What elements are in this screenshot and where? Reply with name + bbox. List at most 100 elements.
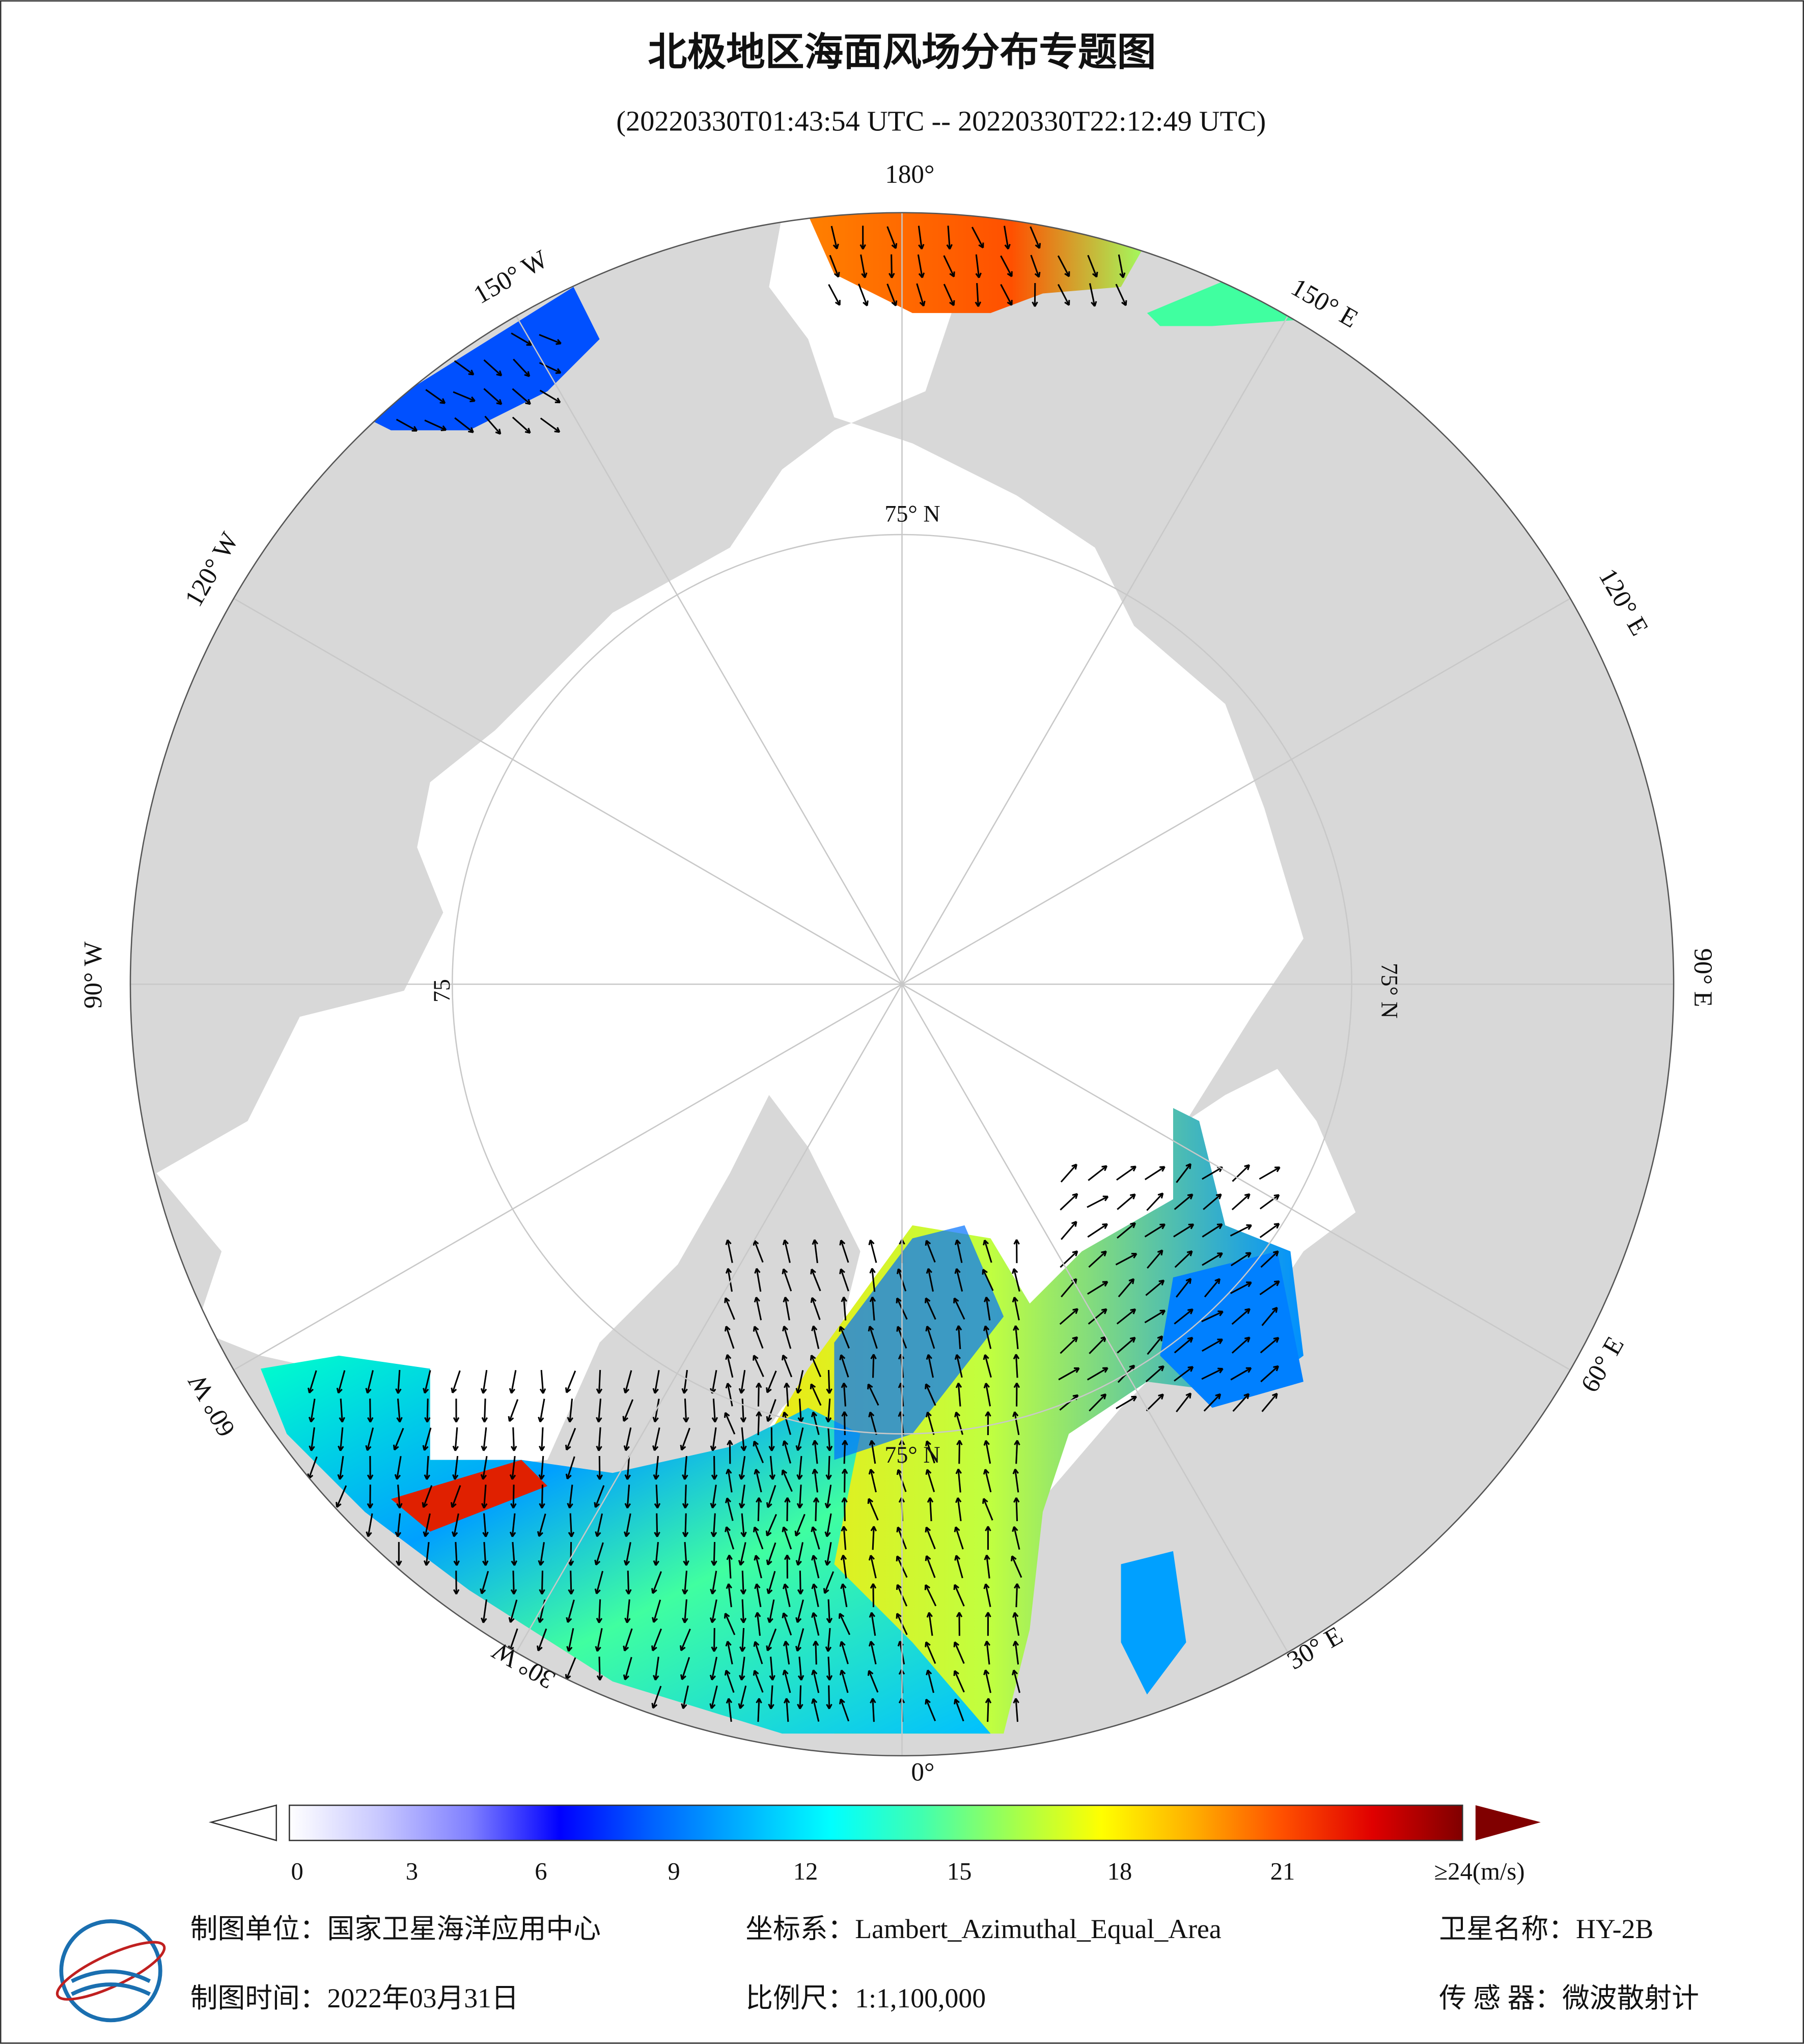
wind-arrow bbox=[1118, 1278, 1135, 1298]
wind-arrow bbox=[724, 1326, 735, 1349]
wind-arrow bbox=[955, 1497, 962, 1521]
wind-arrow bbox=[1232, 1164, 1251, 1182]
wind-arrow bbox=[971, 227, 984, 249]
wind-arrow bbox=[480, 1456, 488, 1480]
wind-arrow bbox=[1011, 1555, 1022, 1578]
wind-arrow bbox=[782, 1411, 791, 1435]
wind-arrow bbox=[452, 1427, 459, 1451]
wind-arrow bbox=[1231, 1308, 1251, 1325]
wind-arrow bbox=[1088, 1165, 1108, 1181]
wind-arrow bbox=[754, 1555, 762, 1579]
wind-arrow bbox=[925, 1526, 936, 1550]
wind-arrow bbox=[595, 1513, 603, 1537]
wind-arrow bbox=[1174, 1308, 1194, 1325]
wind-arrow bbox=[1231, 1336, 1251, 1354]
wind-arrow bbox=[859, 226, 866, 250]
wind-arrow bbox=[710, 1427, 717, 1451]
wind-arrow bbox=[1088, 1308, 1107, 1325]
wind-arrow bbox=[623, 1542, 631, 1566]
wind-arrow bbox=[927, 1497, 934, 1522]
wind-arrow bbox=[782, 1325, 792, 1349]
wind-arrow bbox=[539, 1485, 545, 1509]
wind-arrow bbox=[682, 1513, 689, 1537]
wind-arrow bbox=[868, 1239, 877, 1263]
wind-arrow bbox=[309, 1427, 315, 1451]
wind-arrow bbox=[365, 1427, 374, 1451]
wind-arrow bbox=[539, 1369, 546, 1394]
wind-arrow bbox=[784, 1554, 791, 1579]
wind-arrow bbox=[841, 1296, 847, 1321]
wind-arrow bbox=[842, 1440, 848, 1464]
wind-arrow bbox=[1147, 1335, 1163, 1355]
wind-arrow bbox=[796, 1485, 803, 1509]
wind-arrow bbox=[624, 1599, 631, 1623]
wind-arrow bbox=[886, 284, 898, 306]
wind-arrow bbox=[870, 1526, 877, 1550]
colorbar-tick-label: 0 bbox=[291, 1858, 303, 1885]
wind-arrow bbox=[740, 1513, 747, 1537]
wind-arrow bbox=[756, 1698, 762, 1722]
wind-arrow bbox=[867, 1498, 879, 1521]
wind-arrow bbox=[724, 1412, 736, 1435]
wind-arrow bbox=[681, 1369, 688, 1394]
wind-arrow bbox=[594, 1571, 604, 1594]
wind-arrow bbox=[982, 1269, 994, 1291]
wind-arrow bbox=[925, 1440, 935, 1464]
wind-arrow bbox=[453, 1571, 460, 1595]
wind-arrow bbox=[623, 1657, 632, 1681]
wind-arrow bbox=[826, 1369, 832, 1394]
wind-arrow bbox=[654, 1513, 660, 1537]
wind-arrow bbox=[839, 1669, 849, 1693]
wind-arrow bbox=[652, 1600, 661, 1623]
wind-arrow bbox=[709, 1657, 717, 1681]
title: 北极地区海面风场分布专题图 bbox=[648, 30, 1156, 75]
wind-arrow bbox=[766, 1485, 776, 1508]
wind-arrow bbox=[596, 1599, 603, 1623]
wind-arrow bbox=[953, 1641, 965, 1664]
wind-arrow bbox=[925, 1555, 936, 1578]
wind-arrow bbox=[682, 1485, 689, 1509]
wind-arrow bbox=[481, 1599, 487, 1623]
wind-arrow bbox=[596, 1455, 603, 1480]
wind-arrow bbox=[1176, 1163, 1191, 1183]
wind-arrow bbox=[1087, 1281, 1108, 1295]
wind-arrow bbox=[753, 1641, 763, 1664]
colorbar-max-arrow bbox=[1475, 1805, 1541, 1841]
map bbox=[130, 212, 1674, 1756]
wind-arrow bbox=[1202, 1252, 1223, 1266]
wind-arrow bbox=[308, 1398, 316, 1423]
wind-arrow bbox=[838, 1613, 851, 1635]
wind-arrow bbox=[1145, 1365, 1164, 1383]
wind-arrow bbox=[769, 1657, 775, 1681]
colorbar-ticks: 0 3 6 9 12 15 18 21 bbox=[291, 1858, 1295, 1885]
wind-arrow bbox=[797, 1398, 804, 1423]
wind-arrow bbox=[367, 1485, 374, 1509]
wind-arrow bbox=[956, 1440, 963, 1464]
wind-arrow bbox=[824, 1513, 832, 1537]
wind-arrow bbox=[396, 1398, 403, 1423]
wind-arrow bbox=[727, 1440, 733, 1464]
wind-arrow bbox=[983, 1440, 991, 1464]
wind-arrow bbox=[1012, 1268, 1020, 1292]
wind-arrow bbox=[975, 283, 982, 307]
wind-arrow bbox=[755, 1612, 761, 1636]
wind-arrow bbox=[1087, 1195, 1109, 1208]
wind-arrow bbox=[1061, 1221, 1077, 1240]
wind-arrow bbox=[396, 1542, 402, 1566]
wind-arrow bbox=[538, 1455, 545, 1480]
wind-arrow bbox=[795, 1370, 804, 1394]
wind-arrow bbox=[811, 1698, 820, 1722]
wind-arrow bbox=[983, 1239, 992, 1263]
wind-arrow bbox=[811, 1325, 820, 1349]
colorbar-tick-label: 6 bbox=[535, 1858, 547, 1885]
colorbar-tick-label: 12 bbox=[793, 1858, 818, 1885]
wind-arrow bbox=[811, 1526, 820, 1550]
footer-satellite: 卫星名称：HY-2B bbox=[1439, 1914, 1653, 1944]
wind-arrow bbox=[367, 1398, 374, 1423]
wind-arrow bbox=[565, 1427, 576, 1451]
wind-arrow bbox=[540, 417, 561, 433]
wind-arrow bbox=[740, 1599, 747, 1623]
wind-arrow bbox=[740, 1427, 747, 1451]
